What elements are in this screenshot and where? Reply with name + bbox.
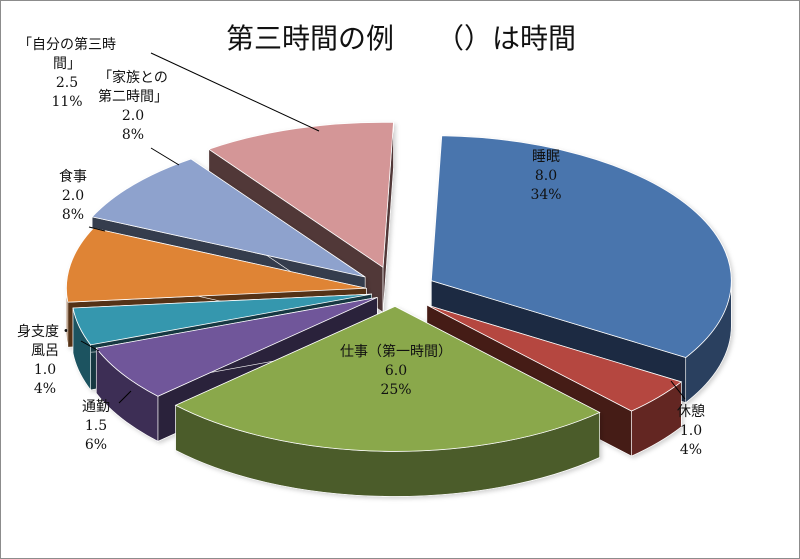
slice-label-line: 身支度・ [17, 324, 73, 340]
slice-label-line: 8.0 [535, 168, 557, 184]
slice-label-line: 第二時間」 [98, 88, 168, 105]
leader-line [118, 390, 132, 404]
slice-top [207, 121, 394, 269]
slice-label: 睡眠 8.0 34% [530, 149, 561, 203]
slice-label-line: 食事 [59, 168, 87, 185]
leader-line [150, 52, 320, 132]
slice-label-line: 2.5 [56, 75, 78, 91]
slice-label-line: 25% [380, 382, 411, 398]
slice-label: 「自分の第三時間」 2.5 11% [18, 36, 116, 110]
slice-label-line: 「家族との [98, 69, 168, 86]
slice-label-line: 1.5 [85, 418, 107, 434]
slice-label: 休憩 1.0 4% [677, 403, 705, 458]
slice-label: 通勤 1.5 6% [82, 399, 110, 453]
slice-label-line: 4% [34, 381, 56, 397]
slices-layer [66, 121, 732, 497]
slice-label-line: 仕事（第一時間） [340, 343, 452, 360]
data-labels: 睡眠 8.0 34% 休憩 1.0 4% 仕事（第一時間） 6.0 25% 通勤 1.5 6% 身支度・… [17, 36, 705, 458]
slice-label-line: 4% [680, 442, 702, 458]
slice-label: 食事 2.0 8% [59, 168, 87, 223]
slice-label-line: 1.0 [34, 362, 56, 378]
slice-label-line: 2.0 [62, 188, 84, 204]
chart-title: 第三時間の例 （）は時間 [226, 22, 576, 55]
slice-label-line: 間」 [53, 56, 81, 72]
slice-label-line: 通勤 [82, 399, 110, 415]
slice-label: 身支度・風呂 1.0 4% [17, 324, 73, 397]
slice-top [95, 296, 378, 397]
leader-line [80, 340, 100, 352]
slice-label-line: 34% [530, 187, 561, 203]
slice-label-line: 2.0 [122, 108, 144, 124]
slice-top [66, 227, 367, 303]
slice-label-line: 8% [62, 207, 84, 223]
leader-line [150, 147, 180, 166]
slice-top [426, 304, 683, 412]
slice-top [72, 293, 372, 346]
slice-top [430, 135, 732, 358]
slice-label-line: 休憩 [677, 403, 705, 420]
leader-lines [80, 52, 686, 404]
slice-label-line: 6% [85, 437, 107, 453]
slice-label-line: 「自分の第三時 [18, 36, 116, 53]
slice-label-line: 6.0 [385, 363, 407, 379]
slice-top [174, 305, 601, 452]
pie-slice [430, 135, 732, 404]
leader-line [670, 380, 686, 400]
slice-label-line: 11% [51, 94, 82, 110]
slice-label-line: 8% [122, 127, 144, 143]
slice-top [91, 158, 366, 278]
slice-label-line: 1.0 [680, 423, 702, 439]
leader-line [88, 226, 106, 232]
slice-label: 仕事（第一時間） 6.0 25% [340, 343, 452, 398]
slice-label: 「家族との第二時間」 2.0 8% [98, 69, 168, 143]
slice-label-line: 風呂 [31, 343, 59, 359]
slice-label-line: 睡眠 [532, 149, 560, 165]
pie-slice [174, 305, 601, 497]
